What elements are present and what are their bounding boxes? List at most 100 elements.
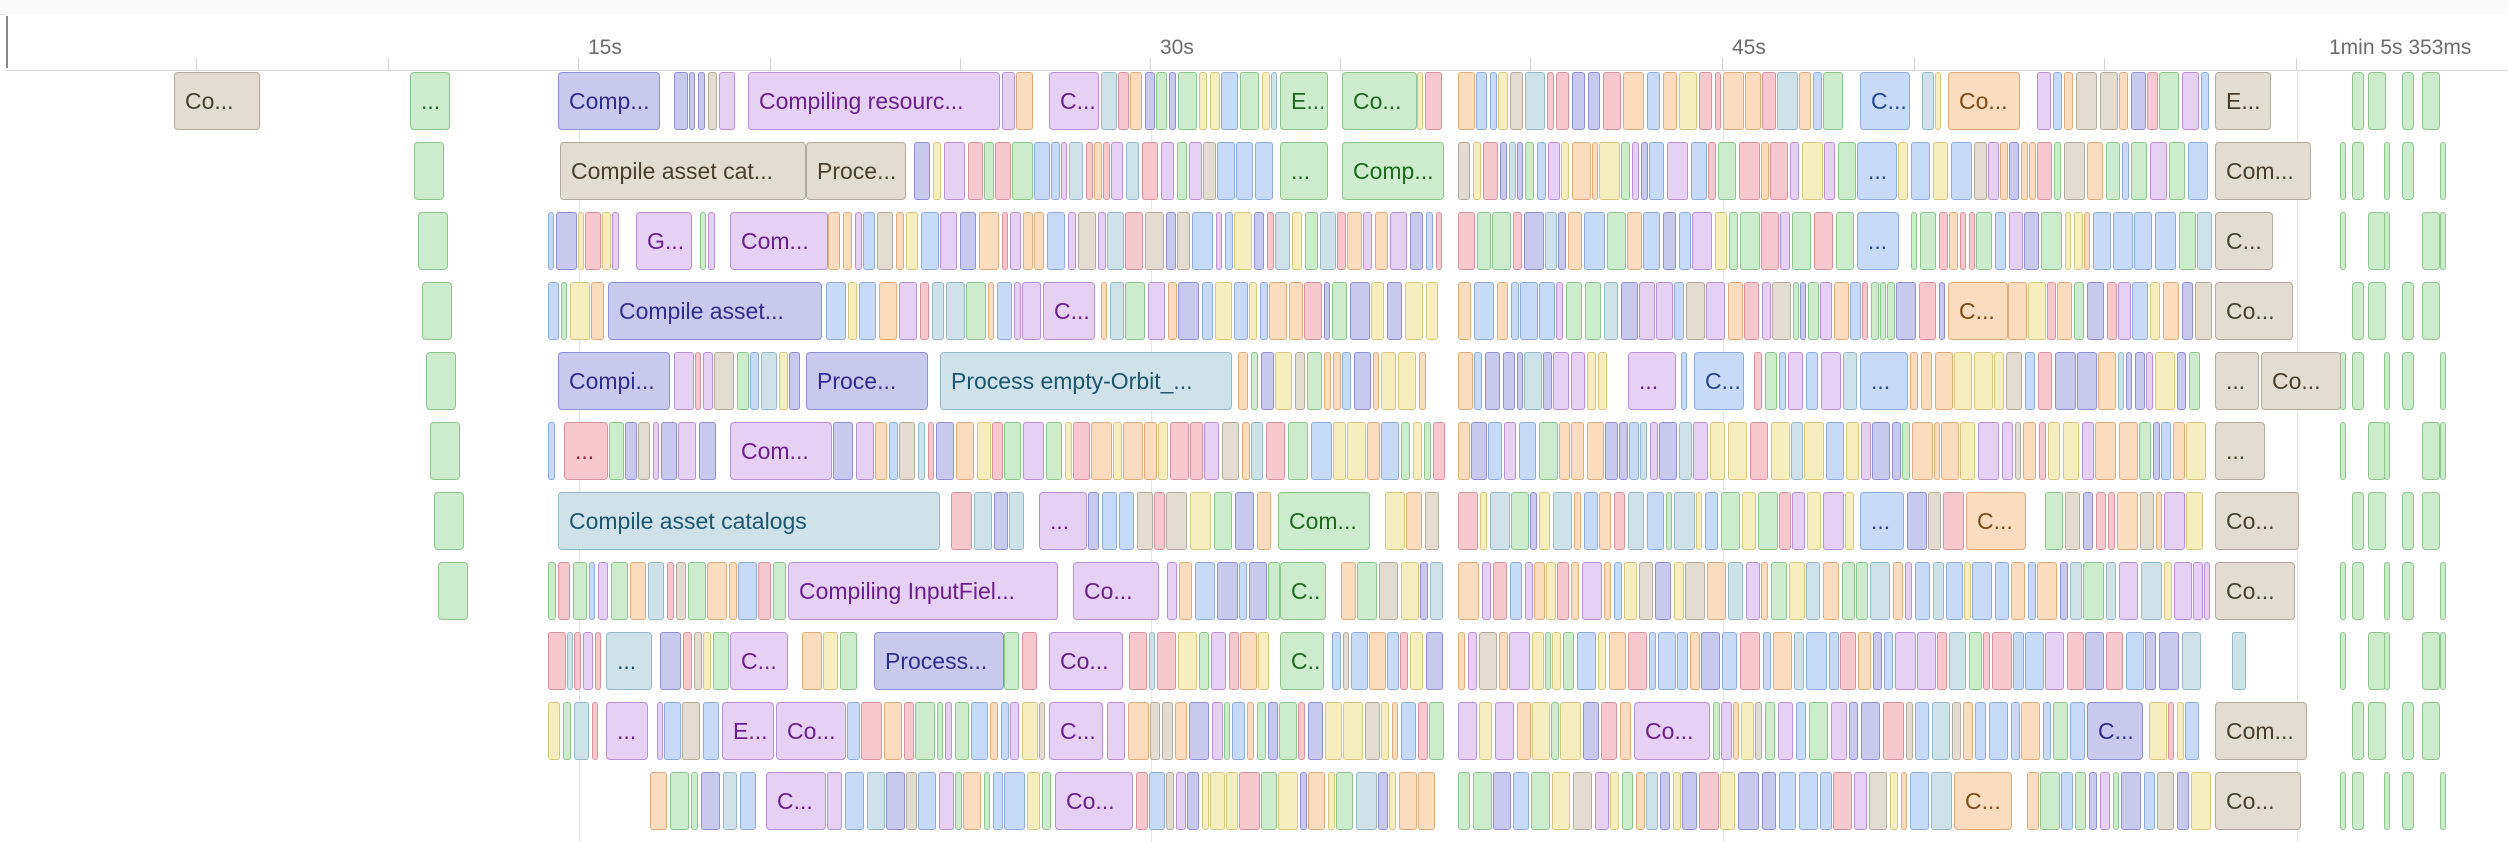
task-bar[interactable] <box>1806 352 1818 410</box>
task-bar[interactable] <box>1627 212 1642 270</box>
task-bar[interactable] <box>1545 632 1551 690</box>
task-bar[interactable] <box>1741 702 1754 760</box>
task-bar[interactable] <box>1873 632 1882 690</box>
task-bar[interactable] <box>2169 142 2185 200</box>
task-bar[interactable] <box>1531 772 1550 830</box>
task-bar[interactable] <box>1217 562 1238 620</box>
task-bar[interactable] <box>2352 492 2364 550</box>
task-bar[interactable] <box>1485 352 1500 410</box>
task-bar[interactable] <box>2440 352 2446 410</box>
task-bar[interactable] <box>1166 492 1187 550</box>
task-bar[interactable] <box>2186 492 2203 550</box>
task-bar[interactable] <box>1532 702 1550 760</box>
task-bar[interactable] <box>1571 422 1584 480</box>
task-bar[interactable] <box>2061 772 2073 830</box>
task-bar[interactable] <box>1458 352 1473 410</box>
task-bar[interactable] <box>1933 142 1948 200</box>
task-bar[interactable] <box>1324 352 1331 410</box>
task-bar-labeled[interactable]: ... <box>1857 142 1897 200</box>
task-bar[interactable] <box>2159 72 2179 130</box>
task-bar[interactable] <box>886 772 905 830</box>
task-bar[interactable] <box>1708 142 1716 200</box>
task-bar[interactable] <box>2189 352 2200 410</box>
task-bar[interactable] <box>1838 142 1856 200</box>
task-bar[interactable] <box>612 212 619 270</box>
task-bar[interactable] <box>1210 72 1220 130</box>
task-bar[interactable] <box>548 422 555 480</box>
task-bar[interactable] <box>1216 212 1222 270</box>
task-bar[interactable] <box>1861 422 1871 480</box>
task-bar[interactable] <box>1426 282 1438 340</box>
task-bar[interactable] <box>828 212 840 270</box>
task-bar[interactable] <box>1392 702 1398 760</box>
task-bar[interactable] <box>2037 562 2057 620</box>
task-bar[interactable] <box>1995 562 2009 620</box>
task-bar[interactable] <box>548 702 560 760</box>
task-bar[interactable] <box>591 282 604 340</box>
task-bar[interactable] <box>1157 632 1176 690</box>
task-bar[interactable] <box>558 562 570 620</box>
task-bar[interactable] <box>1065 422 1072 480</box>
task-bar[interactable] <box>906 212 918 270</box>
task-bar[interactable] <box>2065 212 2071 270</box>
task-bar[interactable] <box>1511 492 1529 550</box>
task-bar[interactable] <box>1262 72 1270 130</box>
task-bar[interactable] <box>1705 492 1718 550</box>
task-bar[interactable] <box>2384 352 2390 410</box>
task-bar[interactable] <box>1204 422 1219 480</box>
task-bar[interactable] <box>2126 352 2132 410</box>
task-bar[interactable] <box>1417 72 1423 130</box>
task-bar-labeled[interactable]: Compile asset... <box>608 282 822 340</box>
task-bar[interactable] <box>1813 72 1822 130</box>
task-bar-labeled[interactable]: C... <box>1043 282 1095 340</box>
task-bar[interactable] <box>1849 702 1858 760</box>
task-bar[interactable] <box>1761 562 1768 620</box>
task-bar[interactable] <box>2145 632 2156 690</box>
task-bar[interactable] <box>700 212 706 270</box>
task-bar[interactable] <box>1532 632 1544 690</box>
task-bar[interactable] <box>1137 492 1153 550</box>
task-bar[interactable] <box>1498 72 1508 130</box>
task-bar[interactable] <box>2185 702 2199 760</box>
task-bar-labeled[interactable]: ... <box>1628 352 1676 410</box>
task-bar[interactable] <box>1558 212 1566 270</box>
task-bar[interactable] <box>1792 492 1805 550</box>
task-bar[interactable] <box>1107 212 1124 270</box>
task-bar[interactable] <box>1156 72 1167 130</box>
task-bar-labeled[interactable]: E... <box>2215 72 2271 130</box>
task-bar[interactable] <box>703 632 711 690</box>
task-bar[interactable] <box>1111 142 1123 200</box>
task-bar-labeled[interactable]: ... <box>1039 492 1087 550</box>
task-bar-labeled[interactable]: ... <box>2215 352 2259 410</box>
task-bar[interactable] <box>688 562 706 620</box>
task-bar[interactable] <box>2093 212 2111 270</box>
task-bar[interactable] <box>1509 632 1530 690</box>
task-bar[interactable] <box>2402 562 2414 620</box>
task-bar[interactable] <box>1525 142 1534 200</box>
task-bar[interactable] <box>2126 632 2144 690</box>
task-bar[interactable] <box>1268 562 1280 620</box>
task-bar[interactable] <box>625 422 637 480</box>
task-bar[interactable] <box>1628 632 1647 690</box>
task-bar[interactable] <box>1001 702 1009 760</box>
task-bar[interactable] <box>1525 72 1545 130</box>
task-bar[interactable] <box>1983 632 1990 690</box>
task-bar[interactable] <box>2340 772 2346 830</box>
task-bar[interactable] <box>1002 72 1015 130</box>
task-bar[interactable] <box>977 422 991 480</box>
task-bar[interactable] <box>1257 702 1266 760</box>
task-bar[interactable] <box>1118 72 1129 130</box>
task-bar[interactable] <box>2021 142 2028 200</box>
task-bar[interactable] <box>1928 492 1941 550</box>
task-bar[interactable] <box>896 212 904 270</box>
task-bar[interactable] <box>1009 492 1024 550</box>
task-bar[interactable] <box>1420 562 1428 620</box>
task-bar[interactable] <box>1746 562 1760 620</box>
task-bar[interactable] <box>1473 772 1492 830</box>
task-bar[interactable] <box>2402 142 2414 200</box>
task-bar[interactable] <box>1659 422 1677 480</box>
task-bar[interactable] <box>1145 212 1164 270</box>
task-bar[interactable] <box>1861 702 1880 760</box>
task-bar[interactable] <box>1715 212 1727 270</box>
task-bar[interactable] <box>1706 282 1725 340</box>
